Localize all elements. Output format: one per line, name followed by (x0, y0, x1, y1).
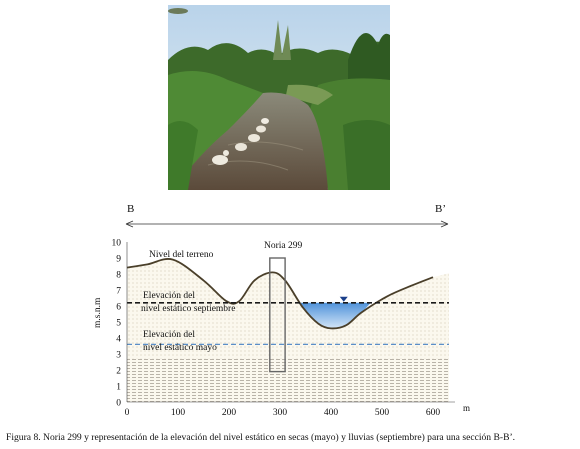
x-tick-label: 100 (171, 408, 186, 418)
september-level-label-1: Elevación del (143, 291, 195, 301)
figure-caption: Figura 8. Noria 299 y representación de … (6, 432, 516, 443)
may-level-label-1: Elevación del (143, 330, 195, 340)
y-axis-ticks: 0 1 2 3 4 5 6 7 8 9 10 (112, 239, 122, 409)
x-tick-label: 500 (375, 408, 390, 418)
cross-section: B B’ 0 1 2 3 4 5 6 7 8 9 10 0 100 200 300 400 500 600 m.… (0, 190, 580, 425)
surface-water (297, 302, 371, 329)
y-tick-label: 0 (116, 399, 121, 409)
y-tick-label: 3 (116, 351, 121, 361)
y-tick-label: 2 (116, 367, 121, 377)
x-axis-unit: m (463, 403, 470, 413)
water-table-marker-icon (339, 296, 348, 302)
y-tick-label: 6 (116, 303, 121, 313)
x-tick-label: 400 (324, 408, 339, 418)
y-tick-label: 7 (116, 287, 121, 297)
may-level-label-2: nivel estático mayo (143, 343, 217, 353)
x-tick-label: 300 (273, 408, 288, 418)
x-tick-label: 200 (222, 408, 237, 418)
september-level-label-2: nivel estático septiembre (141, 304, 235, 314)
lower-strata (127, 358, 449, 402)
section-start-label: B (127, 203, 134, 215)
field-photo (168, 5, 390, 190)
y-tick-label: 10 (112, 239, 122, 249)
y-tick-label: 5 (116, 319, 121, 329)
y-tick-label: 1 (116, 383, 121, 393)
y-tick-label: 4 (116, 335, 121, 345)
x-tick-label: 600 (426, 408, 441, 418)
x-axis-ticks: 0 100 200 300 400 500 600 (125, 408, 441, 418)
section-end-label: B’ (435, 203, 446, 215)
y-tick-label: 8 (116, 271, 121, 281)
y-axis-label: m.s.n.m (93, 297, 103, 328)
well-label: Noria 299 (264, 241, 303, 251)
terrain-label: Nivel del terreno (149, 250, 214, 260)
x-tick-label: 0 (125, 408, 130, 418)
well-noria-299 (269, 257, 286, 373)
y-tick-label: 9 (116, 255, 121, 265)
